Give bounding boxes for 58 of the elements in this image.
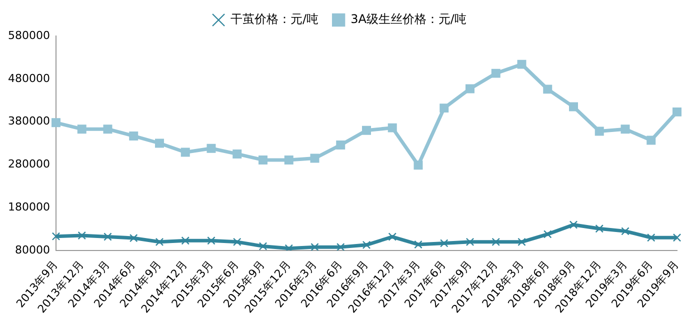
point: [440, 104, 449, 113]
point: [672, 107, 682, 116]
point: [78, 231, 86, 240]
point: [362, 126, 371, 135]
y-tick-label: 280000: [8, 158, 50, 171]
point: [388, 232, 397, 241]
point: [258, 242, 268, 250]
point: [646, 233, 656, 242]
point: [414, 160, 423, 170]
point: [181, 236, 190, 245]
point: [336, 140, 346, 150]
point: [569, 102, 578, 112]
point: [284, 244, 294, 250]
point: [77, 124, 86, 134]
point: [594, 126, 604, 136]
point: [466, 84, 474, 94]
point: [310, 154, 320, 163]
point: [104, 232, 112, 241]
point: [206, 144, 216, 153]
point: [543, 84, 552, 94]
point: [362, 240, 371, 250]
point: [155, 238, 164, 246]
point: [284, 155, 294, 164]
point: [569, 220, 578, 229]
point: [621, 227, 630, 236]
point: [543, 230, 552, 238]
point: [129, 234, 138, 242]
point: [492, 238, 500, 246]
y-tick-label: 380000: [8, 114, 50, 128]
point: [388, 123, 397, 132]
point: [52, 232, 60, 240]
legend-label: 3A级生丝价格：元/吨: [350, 12, 466, 26]
y-tick-label: 480000: [8, 72, 50, 85]
point: [52, 118, 60, 128]
point: [466, 238, 474, 246]
point: [232, 238, 242, 246]
point: [595, 224, 604, 233]
point: [232, 149, 242, 158]
point: [517, 60, 526, 69]
point: [646, 136, 656, 145]
y-tick-label: 580000: [8, 28, 50, 42]
point: [440, 239, 448, 248]
point: [258, 155, 268, 164]
point: [129, 131, 138, 140]
y-tick-label: 180000: [8, 200, 50, 214]
point: [336, 242, 345, 250]
point: [672, 233, 682, 242]
point: [414, 240, 422, 249]
point: [155, 138, 164, 148]
y-tick-label: 80000: [14, 243, 50, 256]
legend-label: 干茧价格：元/吨: [230, 12, 319, 26]
point: [518, 238, 526, 246]
point: [103, 124, 112, 134]
point: [180, 148, 190, 157]
point: [620, 124, 630, 134]
point: [207, 236, 216, 245]
point: [491, 68, 500, 78]
point: [310, 242, 319, 250]
